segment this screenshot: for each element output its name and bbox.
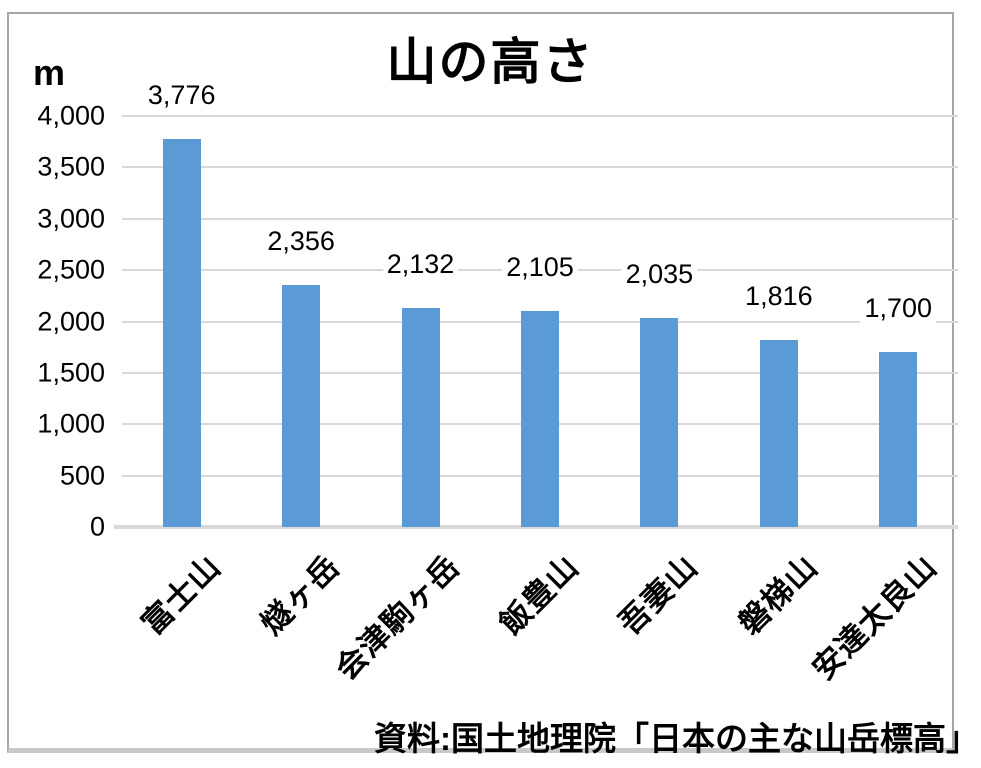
y-axis-tick-label: 2,500 bbox=[37, 254, 105, 285]
gridline bbox=[122, 166, 958, 169]
y-axis-tick-label: 2,000 bbox=[37, 306, 105, 336]
source-note: 資料:国土地理院「日本の主な山岳標高」 bbox=[374, 720, 979, 757]
bar bbox=[282, 284, 321, 527]
gridline bbox=[122, 217, 958, 220]
data-label: 1,816 bbox=[741, 281, 817, 313]
bar-slot: 2,132 bbox=[361, 116, 480, 527]
gridline bbox=[122, 115, 958, 117]
y-axis-tick-label: 3,500 bbox=[37, 151, 105, 182]
x-axis-line bbox=[114, 525, 958, 529]
bar bbox=[162, 139, 201, 527]
data-label: 3,776 bbox=[143, 80, 220, 112]
bar bbox=[640, 317, 679, 527]
chart-title: 山の高さ bbox=[386, 34, 595, 90]
bar bbox=[520, 310, 559, 527]
y-axis-tick-label: 4,000 bbox=[37, 100, 105, 131]
data-label: 2,105 bbox=[502, 251, 578, 283]
bar bbox=[879, 352, 918, 527]
y-axis: 0 500 1,000 1,500 2,000 2,500 3,000 3,500 4,000 bbox=[0, 102, 105, 540]
bar-slot: 3,776 bbox=[122, 80, 241, 527]
bar-slot: 2,035 bbox=[600, 116, 719, 527]
data-label: 1,700 bbox=[860, 293, 937, 325]
y-axis-tick-label: 500 bbox=[59, 460, 105, 491]
data-label: 2,356 bbox=[263, 225, 339, 257]
bar-slot: 1,816 bbox=[719, 116, 838, 527]
bar bbox=[759, 340, 798, 527]
data-label: 2,035 bbox=[621, 258, 698, 290]
y-axis-tick-label: 1,000 bbox=[37, 408, 105, 439]
y-axis-tick-label: 0 bbox=[89, 511, 105, 542]
y-axis-tick-label: 3,000 bbox=[37, 203, 105, 234]
y-axis-tick-label: 1,500 bbox=[37, 357, 105, 388]
bar-series: 3,776 2,356 2,132 2,105 2,035 1,816 1,700 bbox=[122, 80, 958, 527]
bar-slot: 1,700 bbox=[839, 116, 958, 527]
data-label: 2,132 bbox=[382, 248, 459, 280]
bar-slot: 2,356 bbox=[241, 116, 360, 527]
bar bbox=[401, 307, 440, 527]
bar-slot: 2,105 bbox=[480, 116, 599, 527]
y-axis-unit-label: m bbox=[33, 52, 66, 93]
